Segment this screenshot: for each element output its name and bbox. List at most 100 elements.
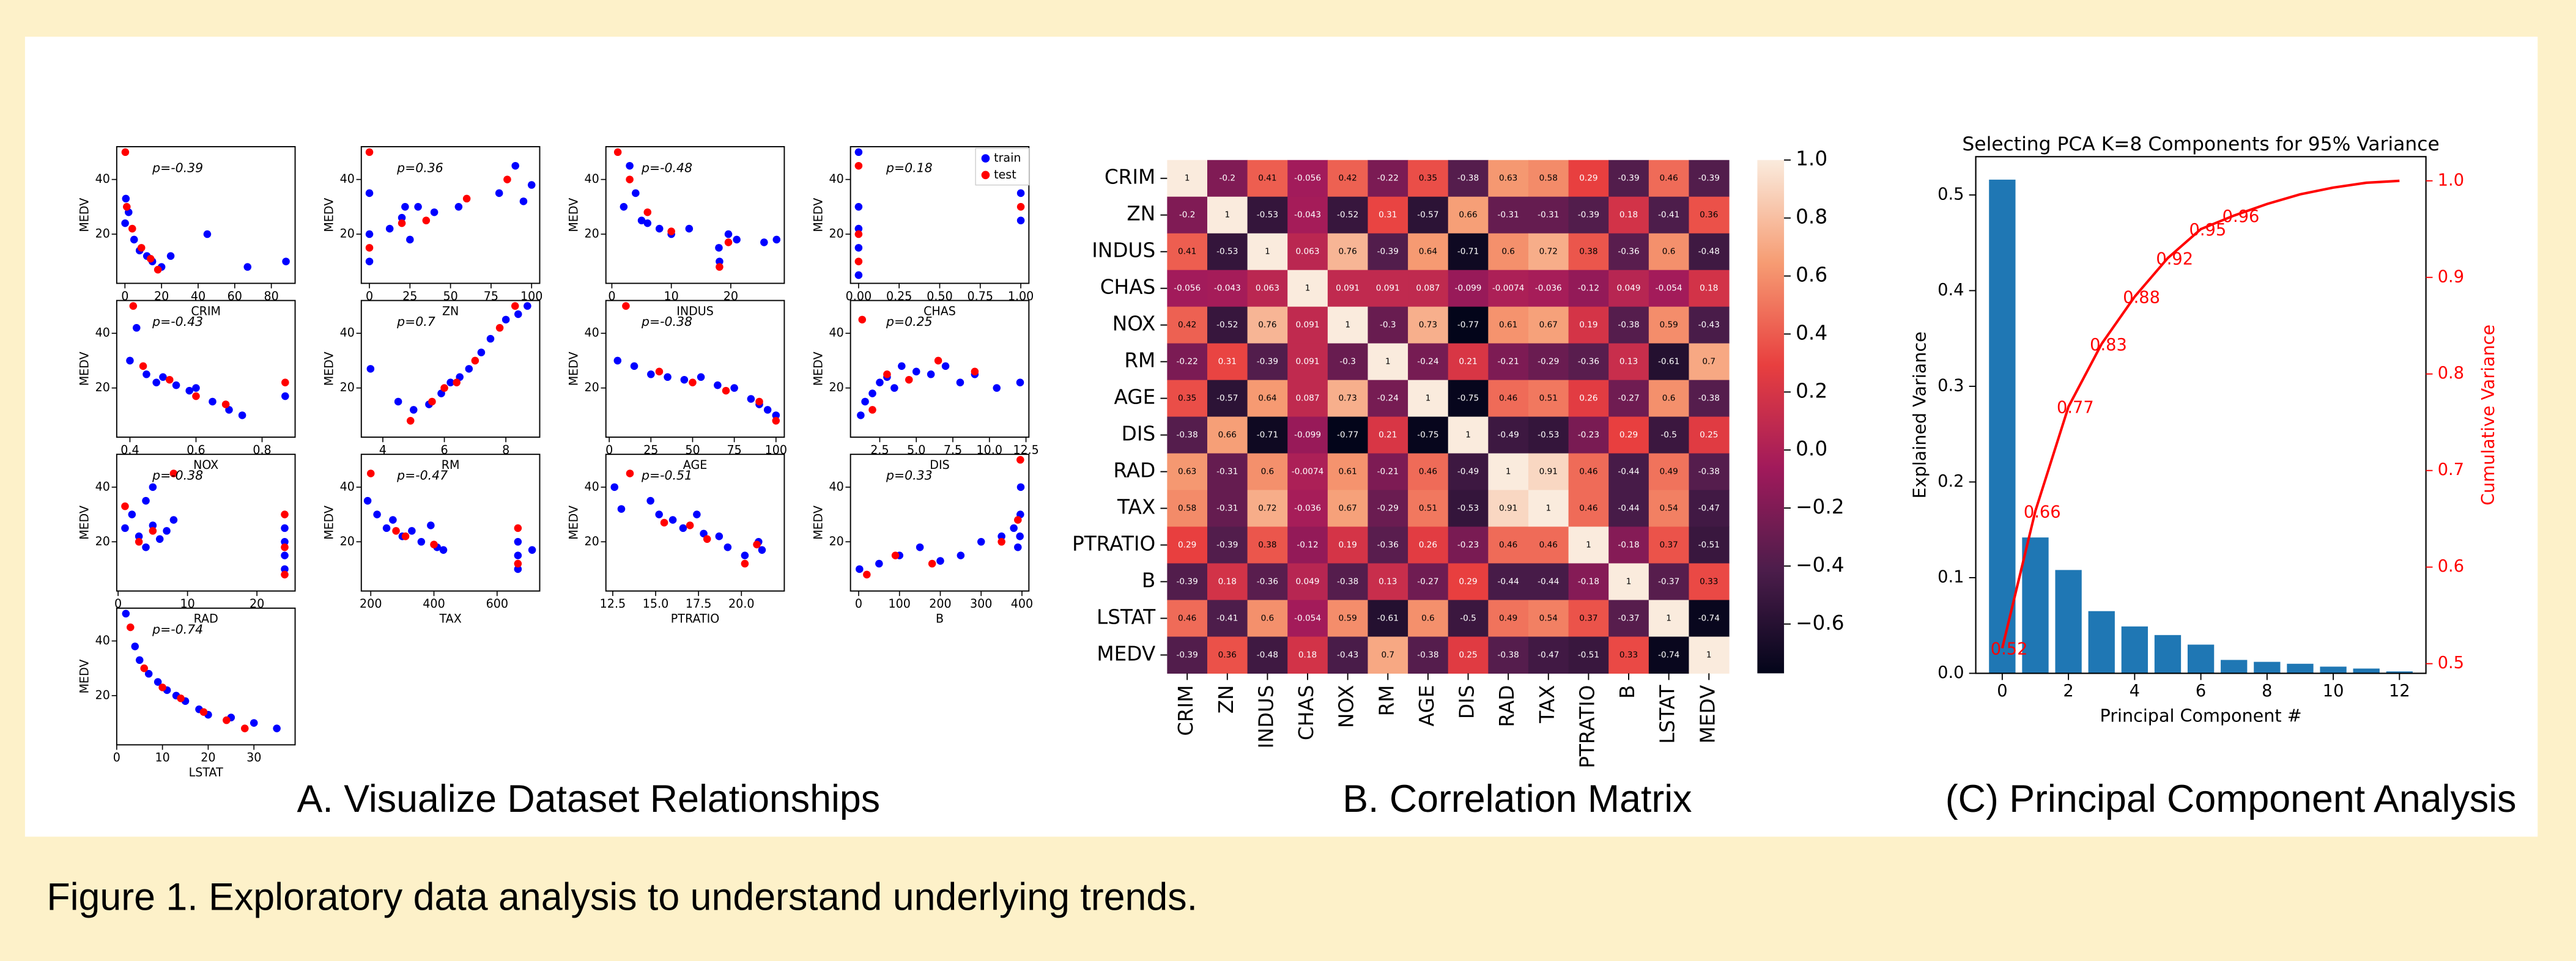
cell-label: -0.61 <box>1377 613 1399 623</box>
point <box>643 219 652 227</box>
heatmap-cell <box>1247 490 1288 528</box>
y-tick-label: 40 <box>829 480 843 493</box>
cell-label: -0.74 <box>1698 613 1720 623</box>
heatmap-cell <box>1689 160 1730 197</box>
cell-label: -0.39 <box>1618 174 1639 183</box>
cell-label: -0.53 <box>1538 430 1559 440</box>
point <box>142 496 150 505</box>
cell-label: -0.36 <box>1618 247 1639 257</box>
cell-label: -0.61 <box>1658 357 1679 367</box>
heatmap-cell <box>1327 600 1369 637</box>
annotation: p=-0.51 <box>641 468 692 483</box>
heatmap-cell <box>1207 453 1248 491</box>
heatmap-cell <box>1247 636 1288 674</box>
cell-label: 0.51 <box>1539 394 1558 403</box>
point <box>154 678 162 686</box>
cell-label: 0.46 <box>1499 540 1517 550</box>
heatmap-cell <box>1167 306 1208 344</box>
heatmap-cell <box>1608 343 1649 381</box>
heatmap-cell <box>1167 160 1208 197</box>
annotation: p=-0.39 <box>152 160 203 175</box>
x-tick-label: 20 <box>201 751 215 765</box>
x-tick-label: 600 <box>486 597 508 611</box>
point <box>365 189 374 197</box>
cell-label: 0.76 <box>1258 320 1276 330</box>
cell-label: -0.71 <box>1457 247 1479 257</box>
cell-label: 0.29 <box>1619 430 1638 440</box>
heatmap-cell <box>1448 233 1489 271</box>
y-axis-label: MEDV <box>812 506 825 540</box>
x-tick-label: 0.00 <box>846 290 872 303</box>
cell-label: -0.49 <box>1498 430 1519 440</box>
point <box>273 724 281 732</box>
cell-label: 0.46 <box>1539 540 1558 550</box>
cell-label: -0.39 <box>1216 540 1238 550</box>
row-label: ZN <box>1127 202 1155 226</box>
x-axis-label: Principal Component # <box>2100 705 2302 726</box>
point <box>185 386 193 395</box>
colorbar-tick-label: −0.4 <box>1796 553 1844 576</box>
point <box>392 527 400 535</box>
cell-label: -0.44 <box>1618 504 1639 514</box>
point <box>927 370 935 378</box>
heatmap-cell <box>1488 196 1529 234</box>
point <box>861 397 869 406</box>
x-tick-label: 20 <box>154 290 169 303</box>
cell-label: 0.63 <box>1499 174 1517 183</box>
x-tick-label: 7.5 <box>944 443 962 457</box>
cell-label: -0.18 <box>1618 540 1639 550</box>
bar <box>2088 611 2115 674</box>
cell-label: -0.41 <box>1658 210 1679 220</box>
heatmap-cell <box>1327 343 1369 381</box>
x-tick-label: 80 <box>264 290 279 303</box>
point <box>121 148 130 156</box>
y-tick-label: 20 <box>95 381 110 394</box>
heatmap-cell <box>1528 526 1569 564</box>
point <box>422 216 431 224</box>
heatmap-cell <box>1327 160 1369 197</box>
bar <box>2353 668 2380 674</box>
heatmap-cell <box>1368 306 1408 344</box>
point <box>462 194 471 203</box>
point <box>495 324 504 332</box>
x-axis-label: RM <box>442 458 460 472</box>
point <box>123 203 131 211</box>
y2-tick-label: 0.5 <box>2438 654 2464 672</box>
cell-label: 0.21 <box>1459 357 1477 367</box>
value-label: 0.95 <box>2189 221 2227 240</box>
heatmap-cell <box>1608 600 1649 637</box>
col-label: MEDV <box>1696 685 1719 743</box>
point <box>152 378 160 386</box>
x-axis-label: CRIM <box>191 304 221 318</box>
point <box>439 546 448 554</box>
x-tick-label: 10.0 <box>977 443 1002 457</box>
cell-label: -0.043 <box>1294 210 1321 220</box>
heatmap-cell <box>1287 526 1328 564</box>
cell-label: -0.036 <box>1535 284 1562 293</box>
heatmap-cell <box>1247 600 1288 637</box>
heatmap-cell <box>1568 490 1609 528</box>
x-tick-label: 100 <box>520 290 542 303</box>
point <box>753 540 761 549</box>
heatmap-cell <box>1689 636 1730 674</box>
x-tick-label: 4 <box>2130 682 2140 701</box>
y2-tick-label: 1.0 <box>2438 171 2464 190</box>
cell-label: -0.44 <box>1498 576 1519 586</box>
x-tick-label: 50 <box>443 290 457 303</box>
heatmap-cell <box>1287 196 1328 234</box>
heatmap-cell <box>1448 380 1489 418</box>
y-tick-label: 20 <box>95 688 110 702</box>
point <box>221 400 230 408</box>
x-tick-label: 400 <box>423 597 445 611</box>
point <box>223 716 231 724</box>
point <box>250 719 258 727</box>
heatmap-cell <box>1528 636 1569 674</box>
point <box>122 194 130 203</box>
x-tick-label: 8 <box>2262 682 2272 701</box>
cell-label: 0.6 <box>1261 613 1275 623</box>
col-label: CRIM <box>1174 685 1197 736</box>
heatmap-cell <box>1247 196 1288 234</box>
heatmap-cell <box>1368 490 1408 528</box>
heatmap-cell <box>1408 600 1449 637</box>
